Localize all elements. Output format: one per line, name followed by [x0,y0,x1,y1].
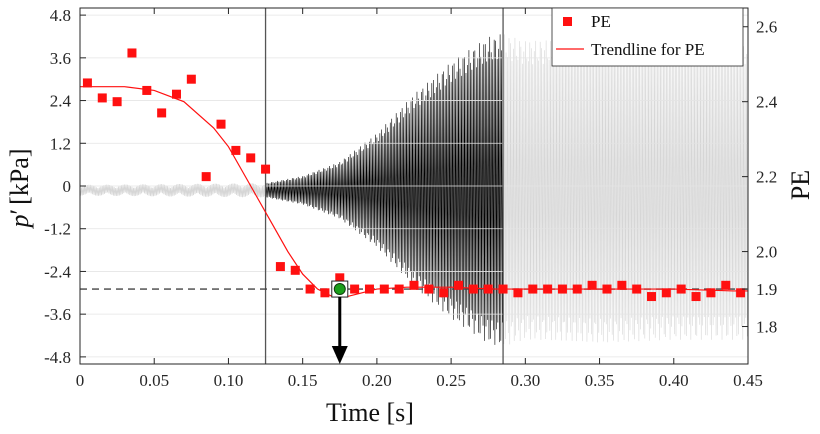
pe-point [736,288,746,298]
y-left-symbol: p [5,215,34,230]
y-right-tick-label: 2.4 [756,93,778,112]
pe-point [468,284,478,294]
pe-point [157,108,167,118]
pe-point [409,280,419,290]
pe-point [572,284,582,294]
pe-point [246,153,256,163]
legend-marker-pe [563,17,572,26]
pe-point [513,288,523,298]
pe-point [439,288,449,298]
pe-point [661,288,671,298]
signal-trace-initial [79,183,266,198]
pe-point [379,284,389,294]
y-right-tick-label: 1.8 [756,318,777,337]
legend-box [551,7,744,67]
region-boundary-lines [264,8,504,364]
y-right-ticks: 2.6 2.4 2.2 2.0 1.9 1.8 [742,18,778,337]
x-axis-title: Time [s] [326,398,414,427]
y-right-tick-label: 2.2 [756,168,777,187]
pe-point [587,280,597,290]
pe-point [305,284,315,294]
grid-lines [80,14,748,358]
pe-point [142,85,152,95]
y-left-tick-label: -3.6 [44,305,71,324]
marked-point-dot [333,283,346,296]
y-left-axis-title: p′ [kPa] [5,148,34,229]
x-tick-label: 0.15 [288,371,318,390]
legend-label-pe: PE [591,12,611,31]
pe-point [647,292,657,302]
pe-point [320,288,330,298]
pe-point [364,284,374,294]
x-tick-label: 0.45 [733,371,763,390]
pe-point [231,145,241,155]
pe-point [543,284,553,294]
x-tick-label: 0.05 [139,371,169,390]
pe-point [335,273,345,283]
pe-point [216,119,226,129]
pe-point [275,262,285,272]
y-left-prime: ′ [5,209,34,215]
pe-point [691,292,701,302]
y-left-tick-label: -4.8 [44,348,71,367]
y-left-ticks: 4.8 3.6 2.4 1.2 0 -1.2 -2.4 -3.6 -4.8 [44,6,86,367]
pe-point [557,284,567,294]
x-tick-label: 0.10 [214,371,244,390]
x-tick-label: 0 [76,371,85,390]
y-left-tick-label: 3.6 [50,49,71,68]
y-right-tick-label: 1.9 [756,280,777,299]
y-left-tick-label: 0 [63,177,72,196]
pe-point [602,284,612,294]
pe-point [350,284,360,294]
y-left-tick-label: 2.4 [50,92,72,111]
pe-point [498,284,508,294]
pe-point [394,284,404,294]
pe-point [706,288,716,298]
pe-point [454,280,464,290]
pe-point [261,164,271,174]
marked-point [331,280,349,364]
legend-label-trendline: Trendline for PE [591,40,705,59]
pressure-signal [79,34,749,345]
legend: PE Trendline for PE [551,7,744,67]
pe-point [676,284,686,294]
x-tick-label: 0.40 [659,371,689,390]
x-tick-label: 0.20 [362,371,392,390]
pe-point [171,89,181,99]
pe-points [82,48,746,302]
pe-point [97,93,107,103]
pe-point [632,284,642,294]
pe-point [201,172,211,182]
y-left-tick-label: 1.2 [50,134,71,153]
pe-point [290,265,300,275]
arrow-head [331,346,348,364]
pe-point [82,78,92,88]
pe-point [186,74,196,84]
signal-trace-limit-cycle [502,34,749,345]
pe-point [483,284,493,294]
x-tick-label: 0.35 [585,371,615,390]
x-tick-label: 0.30 [510,371,540,390]
y-left-tick-label: -1.2 [44,220,71,239]
x-axis-ticks: 0 0.05 0.10 0.15 0.20 0.25 0.30 0.35 0.40 0.45 [76,8,763,390]
y-left-tick-label: 4.8 [50,6,71,25]
pe-point [528,284,538,294]
pe-point [721,280,731,290]
x-tick-label: 0.25 [436,371,466,390]
y-right-tick-label: 2.0 [756,243,777,262]
y-right-axis-title: PE [786,170,815,200]
pe-point [424,284,434,294]
signal-trace-growth [265,34,504,345]
pe-point [127,48,137,58]
pe-point [617,280,627,290]
y-right-tick-label: 2.6 [756,18,777,37]
y-left-tick-label: -2.4 [44,262,71,281]
pe-point [112,97,122,107]
y-left-unit: [kPa] [5,148,34,204]
